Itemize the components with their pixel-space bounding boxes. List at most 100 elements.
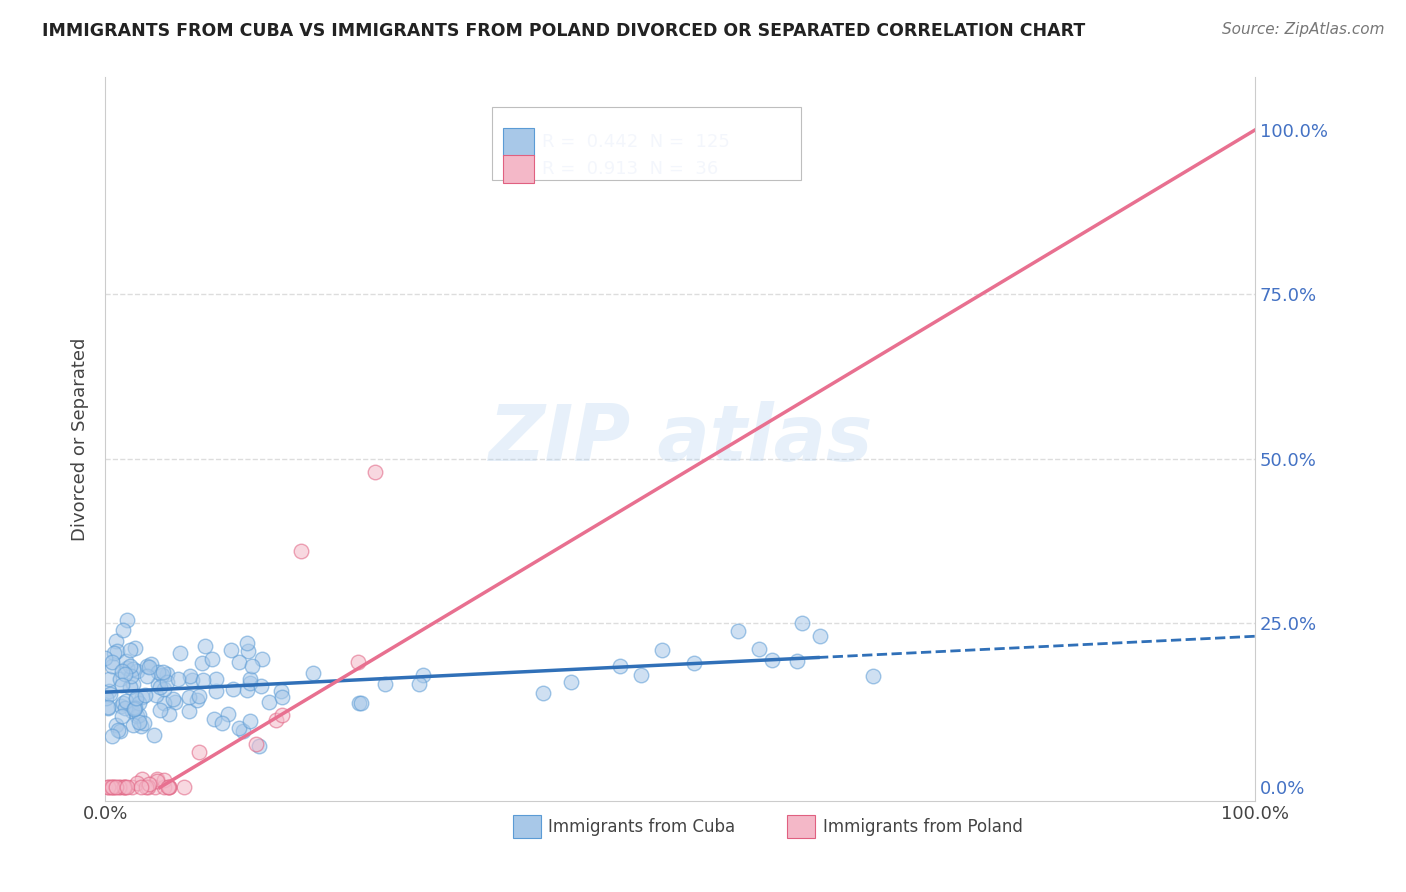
Point: [204, 684, 226, 698]
Point: [101, 729, 124, 743]
Point: [134, 688, 156, 702]
Point: [115, 694, 138, 708]
Point: [727, 624, 749, 638]
Text: Immigrants from Cuba: Immigrants from Cuba: [548, 818, 735, 836]
Point: [100, 780, 122, 795]
Y-axis label: Divorced or Separated: Divorced or Separated: [72, 337, 89, 541]
Point: [101, 658, 124, 673]
Point: [271, 690, 294, 704]
Text: IMMIGRANTS FROM CUBA VS IMMIGRANTS FROM POLAND DIVORCED OR SEPARATED CORRELATION: IMMIGRANTS FROM CUBA VS IMMIGRANTS FROM …: [42, 22, 1085, 40]
Point: [97, 701, 120, 715]
Point: [97, 780, 120, 795]
Point: [100, 655, 122, 669]
Point: [153, 696, 176, 710]
Point: [222, 681, 245, 696]
Point: [107, 723, 129, 737]
Point: [135, 668, 157, 682]
Point: [125, 709, 148, 723]
Point: [120, 669, 142, 683]
Point: [101, 780, 124, 795]
Point: [101, 780, 124, 795]
Point: [239, 714, 262, 728]
Point: [228, 721, 250, 735]
Point: [204, 672, 226, 686]
Point: [228, 656, 250, 670]
Point: [105, 644, 128, 658]
Point: [117, 661, 139, 675]
Text: R =  0.913  N =  36: R = 0.913 N = 36: [543, 160, 718, 178]
Point: [128, 697, 150, 711]
Point: [122, 677, 145, 691]
Point: [301, 665, 323, 680]
Point: [271, 708, 294, 723]
Point: [245, 737, 267, 751]
Point: [143, 728, 166, 742]
Point: [97, 780, 120, 795]
Point: [560, 674, 582, 689]
Point: [111, 709, 134, 723]
Point: [108, 672, 131, 686]
Point: [202, 712, 225, 726]
Point: [121, 780, 143, 795]
Point: [239, 675, 262, 690]
Point: [115, 780, 138, 795]
Point: [125, 690, 148, 705]
Point: [748, 642, 770, 657]
Point: [118, 659, 141, 673]
Point: [364, 465, 387, 479]
Point: [114, 700, 136, 714]
Point: [290, 543, 312, 558]
Point: [408, 677, 430, 691]
Point: [135, 780, 157, 795]
Point: [156, 675, 179, 690]
Point: [149, 680, 172, 694]
Point: [143, 780, 166, 795]
Point: [786, 654, 808, 668]
Point: [790, 616, 813, 631]
Point: [219, 642, 242, 657]
Point: [166, 672, 188, 686]
Point: [531, 686, 554, 700]
Point: [150, 667, 173, 681]
Point: [270, 683, 292, 698]
Point: [162, 692, 184, 706]
Point: [136, 780, 159, 795]
Point: [128, 715, 150, 730]
Point: [232, 723, 254, 738]
Point: [112, 624, 135, 638]
Point: [115, 654, 138, 668]
Point: [94, 651, 117, 665]
Point: [120, 681, 142, 695]
Point: [235, 683, 257, 698]
Point: [190, 656, 212, 670]
Point: [412, 668, 434, 682]
Point: [124, 640, 146, 655]
Point: [121, 704, 143, 718]
Point: [131, 772, 153, 787]
Point: [630, 668, 652, 682]
Point: [96, 690, 118, 705]
Text: ZIP atlas: ZIP atlas: [488, 401, 872, 477]
Point: [97, 673, 120, 687]
Point: [347, 655, 370, 669]
Point: [347, 697, 370, 711]
Point: [374, 676, 396, 690]
Point: [104, 780, 127, 795]
Point: [159, 780, 181, 795]
Point: [177, 704, 200, 718]
Point: [211, 715, 233, 730]
Point: [187, 689, 209, 703]
Point: [138, 660, 160, 674]
Point: [193, 673, 215, 688]
Point: [249, 679, 271, 693]
Point: [157, 707, 180, 722]
Point: [129, 719, 152, 733]
Point: [108, 724, 131, 739]
Text: Source: ZipAtlas.com: Source: ZipAtlas.com: [1222, 22, 1385, 37]
Point: [239, 673, 262, 687]
Point: [217, 707, 239, 722]
Point: [122, 662, 145, 676]
Text: Immigrants from Poland: Immigrants from Poland: [823, 818, 1022, 836]
Point: [146, 677, 169, 691]
Point: [97, 684, 120, 698]
